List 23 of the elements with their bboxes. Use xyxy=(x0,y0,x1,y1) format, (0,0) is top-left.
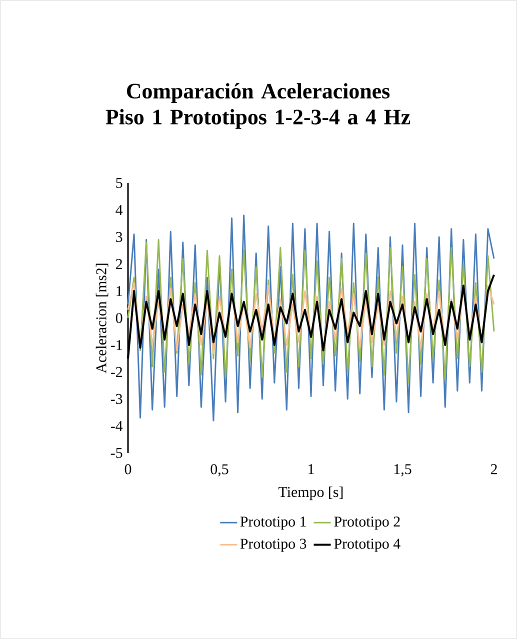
chart-title: Comparación Aceleraciones Piso 1 Prototipos 1-2-3-4 a 4 Hz xyxy=(106,83,410,129)
x-tick-label: 2 xyxy=(490,464,497,474)
y-tick-label: 4 xyxy=(116,205,123,215)
x-tick-label: 1,5 xyxy=(394,464,412,476)
y-tick-label: -4 xyxy=(110,421,123,431)
y-tick-label: 1 xyxy=(116,286,122,296)
x-tick-label: 0,5 xyxy=(210,464,228,476)
legend-label: Prototipo 2 xyxy=(334,516,400,530)
x-tick-label: 0 xyxy=(124,464,132,474)
y-tick-label: 0 xyxy=(116,312,122,324)
y-tick-label: -2 xyxy=(110,367,122,377)
y-tick-label: 3 xyxy=(116,232,122,242)
y-tick-label: 2 xyxy=(116,259,122,269)
x-axis-title: Tiempo [s] xyxy=(278,486,343,500)
y-axis-title: Aceleracion [ms2] xyxy=(96,264,108,374)
legend-label: Prototipo 4 xyxy=(334,538,400,552)
legend-label: Prototipo 3 xyxy=(240,538,306,552)
legend-label: Prototipo 1 xyxy=(240,516,306,530)
y-tick-label: -1 xyxy=(110,340,122,350)
y-tick-label: -3 xyxy=(110,394,122,404)
y-tick-label: 5 xyxy=(116,178,122,188)
x-tick-label: 1 xyxy=(308,464,314,474)
y-tick-label: -5 xyxy=(110,448,122,458)
